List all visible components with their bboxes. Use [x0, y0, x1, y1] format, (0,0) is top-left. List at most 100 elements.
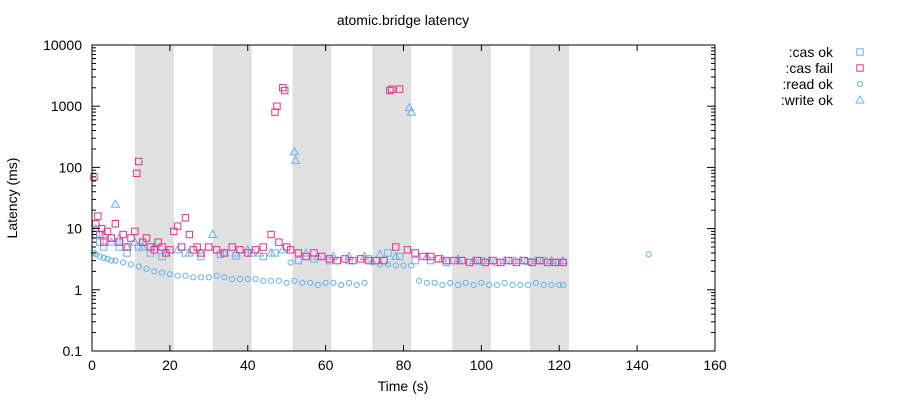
data-point	[111, 220, 120, 228]
data-point	[120, 259, 127, 266]
data-point	[220, 249, 229, 257]
data-point	[197, 274, 205, 281]
legend-marker	[856, 64, 864, 72]
data-point	[184, 247, 195, 257]
data-point	[172, 244, 183, 254]
data-point	[127, 261, 135, 268]
data-point	[143, 265, 150, 272]
data-point	[158, 269, 166, 276]
shaded-interval-4	[452, 45, 492, 351]
data-point	[447, 279, 454, 286]
legend-label: :cas ok	[789, 44, 834, 60]
data-point	[108, 257, 115, 264]
data-point	[100, 254, 107, 262]
data-point	[431, 279, 438, 286]
data-point	[229, 275, 236, 283]
data-point	[434, 255, 443, 263]
data-point	[98, 229, 109, 239]
x-tick-label: 120	[548, 357, 572, 373]
data-point	[158, 243, 166, 251]
data-point	[174, 272, 181, 279]
data-point	[486, 281, 493, 289]
data-point	[489, 256, 497, 265]
x-tick-label: 60	[318, 357, 334, 373]
data-point	[99, 238, 108, 246]
shaded-interval-1	[212, 45, 252, 351]
data-point	[556, 281, 563, 289]
data-point	[112, 257, 119, 264]
data-point	[540, 281, 547, 289]
data-point	[551, 258, 560, 267]
data-point	[465, 258, 474, 267]
data-point	[205, 274, 212, 281]
data-point	[205, 243, 213, 251]
data-point	[94, 212, 102, 220]
data-point	[509, 281, 516, 289]
data-point	[318, 252, 326, 261]
data-point	[181, 249, 190, 257]
data-point	[454, 281, 462, 289]
data-point	[254, 247, 265, 257]
data-point	[468, 255, 479, 265]
data-point	[453, 253, 463, 263]
y-tick-label: 100	[59, 159, 83, 175]
data-point	[290, 155, 301, 164]
y-axis-label: Latency (ms)	[4, 158, 20, 239]
data-point	[364, 256, 373, 265]
data-point	[268, 277, 275, 284]
x-tick-label: 20	[162, 357, 178, 373]
data-point	[411, 249, 419, 257]
legend-marker	[856, 80, 864, 88]
data-point	[236, 275, 244, 283]
shaded-interval-5	[530, 45, 569, 351]
shaded-intervals	[134, 45, 569, 351]
data-point	[150, 246, 159, 254]
data-point	[341, 255, 349, 263]
data-point	[123, 243, 131, 251]
data-point	[275, 277, 282, 284]
data-point	[299, 279, 306, 286]
data-point	[96, 238, 104, 246]
data-point	[166, 246, 174, 254]
data-point	[380, 256, 388, 265]
data-point	[110, 199, 121, 208]
data-point	[154, 238, 162, 246]
x-tick-label: 160	[703, 357, 727, 373]
data-point	[232, 252, 240, 260]
data-point	[515, 255, 526, 265]
data-point	[166, 271, 173, 278]
data-point	[384, 261, 392, 268]
data-point	[173, 222, 182, 230]
data-point	[470, 281, 477, 289]
data-point	[236, 246, 244, 254]
data-point	[151, 268, 158, 275]
series-cas-fail	[90, 84, 567, 267]
data-point	[212, 246, 221, 254]
data-point	[481, 258, 489, 267]
data-point	[353, 281, 360, 289]
data-point	[528, 258, 536, 267]
data-point	[291, 277, 298, 284]
data-point	[345, 256, 353, 265]
data-point	[645, 251, 652, 258]
data-point	[408, 262, 415, 269]
data-point	[462, 279, 469, 286]
data-point	[193, 243, 201, 251]
y-tick-label: 10000	[43, 37, 82, 53]
data-point	[520, 256, 528, 265]
data-point	[392, 243, 400, 251]
data-point	[137, 242, 148, 251]
data-point	[294, 249, 303, 257]
data-point	[546, 255, 557, 265]
data-point	[314, 281, 321, 289]
data-point	[135, 243, 143, 251]
data-point	[478, 279, 485, 286]
data-point	[119, 230, 127, 239]
y-tick-label: 1000	[51, 98, 82, 114]
data-point	[182, 272, 189, 279]
data-point	[190, 274, 197, 281]
data-point	[228, 243, 236, 251]
data-point	[301, 247, 312, 257]
data-point	[287, 259, 294, 266]
x-tick-label: 0	[88, 357, 96, 373]
